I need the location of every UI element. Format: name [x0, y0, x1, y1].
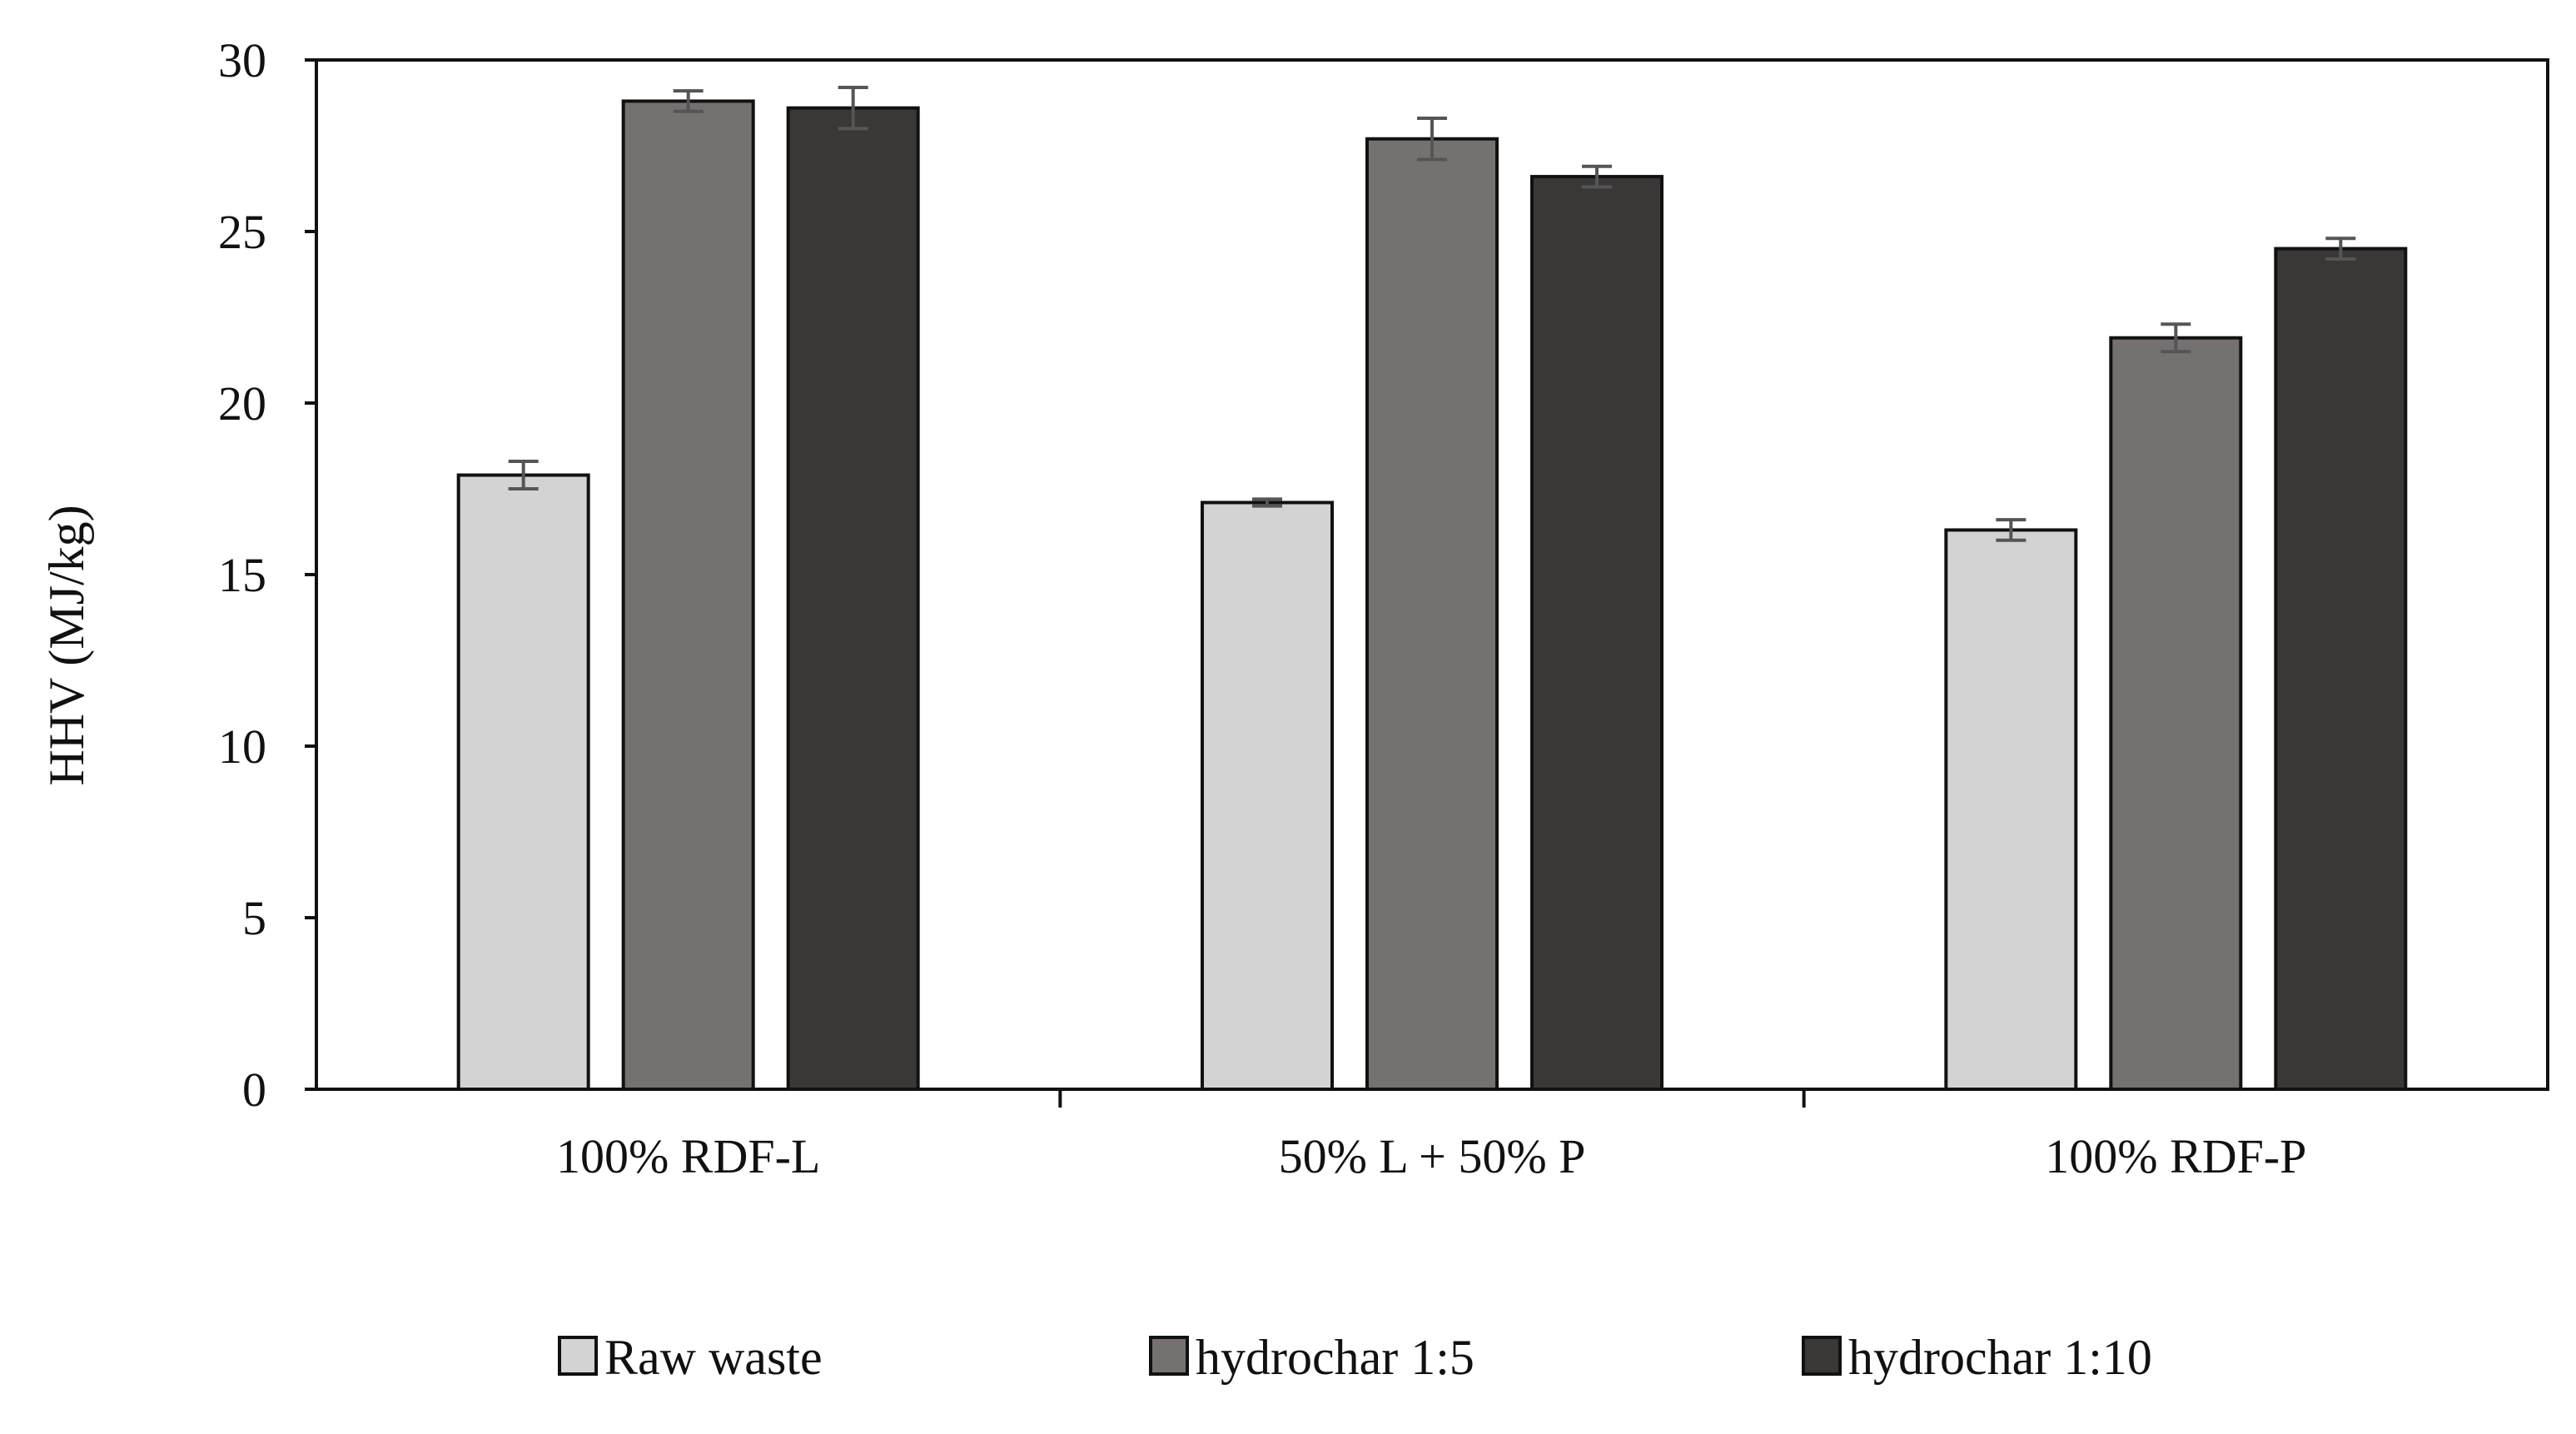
- y-tick-label: 30: [218, 33, 266, 87]
- legend-label: hydrochar 1:5: [1196, 1330, 1474, 1385]
- y-tick-label: 5: [242, 891, 266, 945]
- bars-layer: [456, 99, 2408, 1092]
- y-axis-label: HHV (MJ/kg): [39, 505, 94, 785]
- x-category-label: 100% RDF-P: [2045, 1129, 2306, 1183]
- bar: [1944, 528, 2078, 1091]
- error-bars-layer: [508, 85, 2356, 542]
- legend-swatch: [558, 1336, 598, 1376]
- y-tick-label: 10: [218, 719, 266, 774]
- legend-label: Raw waste: [604, 1330, 823, 1385]
- x-axis: 100% RDF-L 50% L + 50% P 100% RDF-P: [556, 1089, 2306, 1183]
- bar: [1530, 175, 1663, 1092]
- legend-swatch: [1149, 1336, 1189, 1376]
- bar: [621, 99, 755, 1092]
- y-tick-label: 25: [218, 205, 266, 259]
- bar: [2274, 246, 2408, 1092]
- legend: Raw waste hydrochar 1:5 hydrochar 1:10: [558, 1330, 2152, 1385]
- bar: [786, 106, 920, 1091]
- bar: [1365, 137, 1499, 1091]
- x-category-label: 50% L + 50% P: [1279, 1129, 1586, 1183]
- legend-swatch: [1802, 1336, 1842, 1376]
- bar: [456, 473, 590, 1091]
- y-tick-label: 20: [218, 376, 266, 431]
- y-tick-label: 0: [242, 1063, 266, 1117]
- x-category-label: 100% RDF-L: [556, 1129, 820, 1183]
- bar: [2109, 336, 2243, 1092]
- y-tick-label: 15: [218, 548, 266, 602]
- y-axis: 0 5 10 15 20 25 30: [218, 33, 316, 1117]
- legend-label: hydrochar 1:10: [1848, 1330, 2152, 1385]
- bar: [1201, 500, 1334, 1091]
